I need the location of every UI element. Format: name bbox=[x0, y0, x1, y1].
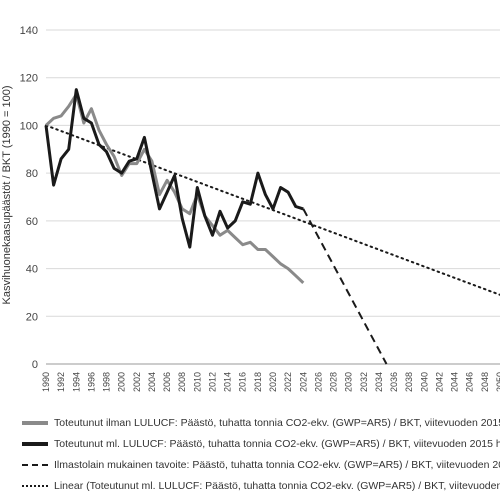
legend-item-series-4: Linear (Toteutunut ml. LULUCF: Päästö, t… bbox=[22, 476, 500, 496]
x-tick-label: 2020 bbox=[268, 372, 278, 392]
x-tick-label: 2026 bbox=[313, 372, 323, 392]
x-tick-label: 2018 bbox=[253, 372, 263, 392]
x-tick-label: 2050 bbox=[495, 372, 500, 392]
x-tick-label: 2044 bbox=[450, 372, 460, 392]
x-tick-label: 1998 bbox=[102, 372, 112, 392]
x-tick-label: 2028 bbox=[329, 372, 339, 392]
x-tick-label: 1992 bbox=[56, 372, 66, 392]
legend-swatch-1 bbox=[22, 421, 48, 425]
x-tick-label: 2038 bbox=[404, 372, 414, 392]
x-tick-label: 1996 bbox=[86, 372, 96, 392]
legend-label-2: Toteutunut ml. LULUCF: Päästö, tuhatta t… bbox=[54, 438, 500, 450]
legend-swatch-4 bbox=[22, 485, 48, 487]
legend: Toteutunut ilman LULUCF: Päästö, tuhatta… bbox=[0, 400, 500, 500]
y-tick-label: 60 bbox=[26, 216, 38, 228]
y-tick-label: 100 bbox=[20, 120, 38, 132]
legend-label-3: Ilmastolain mukainen tavoite: Päästö, tu… bbox=[54, 459, 500, 471]
x-tick-label: 2010 bbox=[192, 372, 202, 392]
legend-label-1: Toteutunut ilman LULUCF: Päästö, tuhatta… bbox=[54, 417, 500, 429]
y-axis-label: Kasvihuonekaasupäästöt / BKT (1990 = 100… bbox=[1, 85, 13, 304]
x-tick-label: 2040 bbox=[419, 372, 429, 392]
x-tick-label: 2048 bbox=[480, 372, 490, 392]
y-tick-label: 40 bbox=[26, 264, 38, 276]
x-tick-label: 1994 bbox=[71, 372, 81, 392]
series-line-3 bbox=[302, 208, 388, 365]
x-tick-label: 2036 bbox=[389, 372, 399, 392]
series-line-1 bbox=[44, 92, 305, 284]
y-tick-label: 0 bbox=[32, 359, 38, 371]
x-tick-label: 2042 bbox=[434, 372, 444, 392]
y-tick-label: 120 bbox=[20, 73, 38, 85]
gridlines bbox=[46, 29, 500, 365]
series-lines bbox=[44, 88, 500, 365]
x-tick-label: 2014 bbox=[223, 372, 233, 392]
legend-label-4: Linear (Toteutunut ml. LULUCF: Päästö, t… bbox=[54, 480, 500, 492]
x-tick-label: 2032 bbox=[359, 372, 369, 392]
x-tick-label: 2002 bbox=[132, 372, 142, 392]
x-tick-label: 2016 bbox=[238, 372, 248, 392]
x-tick-label: 2004 bbox=[147, 372, 157, 392]
legend-item-series-3: Ilmastolain mukainen tavoite: Päästö, tu… bbox=[22, 455, 500, 475]
x-tick-label: 2000 bbox=[117, 372, 127, 392]
x-tick-label: 2024 bbox=[298, 372, 308, 392]
x-tick-label: 2030 bbox=[344, 372, 354, 392]
y-tick-label: 20 bbox=[26, 311, 38, 323]
x-tick-label: 2012 bbox=[207, 372, 217, 392]
x-axis-ticks: 1990 1992 1994 1996 1998 2000 2002 2004 2006 2008… bbox=[41, 372, 500, 392]
y-tick-label: 140 bbox=[20, 25, 38, 37]
series-line-2 bbox=[44, 88, 304, 249]
x-tick-label: 2006 bbox=[162, 372, 172, 392]
legend-item-series-1: Toteutunut ilman LULUCF: Päästö, tuhatta… bbox=[22, 413, 500, 433]
y-axis-ticks: 0 20 40 60 80 100 120 140 bbox=[20, 25, 38, 371]
x-tick-label: 2046 bbox=[465, 372, 475, 392]
x-tick-label: 2034 bbox=[374, 372, 384, 392]
x-tick-label: 1990 bbox=[41, 372, 51, 392]
x-tick-label: 2008 bbox=[177, 372, 187, 392]
legend-swatch-3 bbox=[22, 464, 48, 466]
legend-swatch-2 bbox=[22, 442, 48, 446]
y-tick-label: 80 bbox=[26, 168, 38, 180]
legend-item-series-2: Toteutunut ml. LULUCF: Päästö, tuhatta t… bbox=[22, 434, 500, 454]
x-tick-label: 2022 bbox=[283, 372, 293, 392]
